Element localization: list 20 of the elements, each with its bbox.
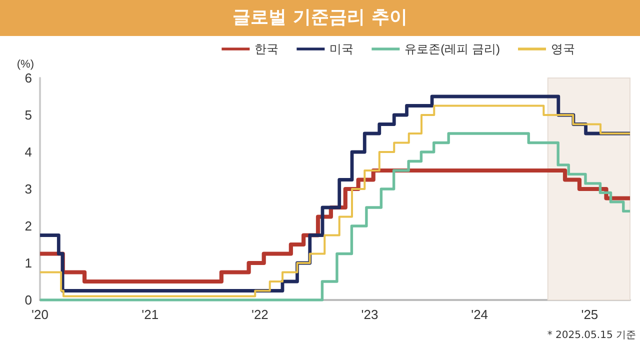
- y-tick-label: 0: [24, 292, 32, 308]
- legend-label: 영국: [551, 42, 575, 56]
- x-tick-label: '20: [32, 307, 48, 322]
- y-axis-title: (%): [16, 58, 34, 70]
- x-tick-label: '22: [251, 307, 268, 322]
- chart-title: 글로벌 기준금리 추이: [0, 0, 640, 36]
- y-tick-label: 3: [24, 182, 32, 196]
- y-tick-label: 1: [24, 256, 32, 270]
- y-tick-label: 2: [24, 218, 32, 234]
- legend-label: 한국: [254, 42, 279, 56]
- x-tick-label: '24: [471, 307, 488, 322]
- y-tick-label: 5: [24, 108, 32, 122]
- x-tick-label: '25: [581, 307, 598, 322]
- x-tick-label: '21: [142, 307, 159, 322]
- y-tick-label: 6: [24, 70, 32, 86]
- x-tick-label: '23: [361, 307, 378, 322]
- legend-label: 유로존(레피 금리): [404, 42, 500, 56]
- legend-label: 미국: [330, 42, 354, 56]
- text: * 2025.05.15 기준: [547, 329, 636, 342]
- y-tick-label: 4: [24, 144, 32, 160]
